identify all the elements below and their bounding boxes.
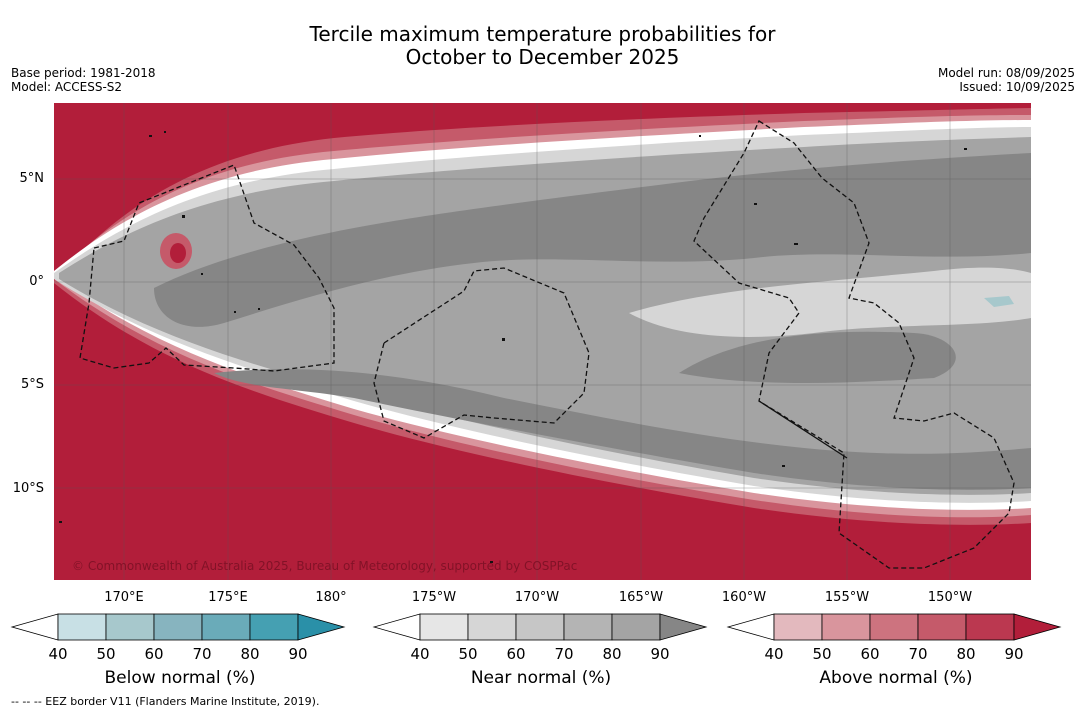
- colorbar-min-extension: [372, 613, 421, 641]
- colorbar-tick-label: 50: [458, 645, 477, 663]
- colorbar-segment: [773, 613, 823, 641]
- near-normal-region-90-north: [154, 153, 1031, 327]
- colorbar-tick-label: 50: [96, 645, 115, 663]
- colorbar-max-extension: [1013, 613, 1062, 641]
- colorbar-tick-label: 70: [192, 645, 211, 663]
- colorbar-tick-label: 40: [48, 645, 67, 663]
- base-period-text: Base period: 1981-2018: [11, 66, 156, 80]
- lon-label-165w: 165°W: [618, 590, 664, 605]
- colorbar-tick-label: 90: [1004, 645, 1023, 663]
- lat-label-0: 0°: [29, 274, 44, 289]
- chart-title-line2: October to December 2025: [405, 45, 680, 69]
- colorbar-tick-label: 40: [764, 645, 783, 663]
- colorbar-tick-label: 50: [812, 645, 831, 663]
- below-normal-patch: [984, 296, 1014, 307]
- island-markers: [59, 131, 967, 563]
- colorbar-tick-label: 60: [860, 645, 879, 663]
- near-normal-light-patch: [629, 267, 1031, 337]
- colorbar-max-extension: [297, 613, 346, 641]
- below-normal-title: Below normal (%): [104, 668, 256, 688]
- colorbar-segment: [57, 613, 107, 641]
- colorbar-tick-label: 70: [908, 645, 927, 663]
- colorbar-tick-label: 70: [554, 645, 573, 663]
- copyright-text: © Commonwealth of Australia 2025, Bureau…: [72, 559, 577, 573]
- colorbar-segment: [965, 613, 1015, 641]
- colorbar-segment: [105, 613, 155, 641]
- lat-label-10s: 10°S: [12, 481, 44, 496]
- lon-label-180: 180°: [315, 590, 347, 605]
- probability-map: © Commonwealth of Australia 2025, Bureau…: [54, 103, 1031, 580]
- colorbar-min-extension: [726, 613, 775, 641]
- lon-label-170e: 170°E: [104, 590, 144, 605]
- colorbar-tick-label: 80: [240, 645, 259, 663]
- colorbar-segment: [515, 613, 565, 641]
- lon-label-175w: 175°W: [411, 590, 457, 605]
- near-normal-title: Near normal (%): [470, 668, 612, 688]
- near-normal-colorbar: 40 50 60 70 80 90: [372, 613, 708, 663]
- above-normal-title: Above normal (%): [819, 668, 973, 688]
- eez-borders: [79, 120, 1015, 569]
- lat-label-5s: 5°S: [20, 377, 44, 392]
- chart-title-line1: Tercile maximum temperature probabilitie…: [309, 22, 776, 46]
- colorbar-tick-label: 90: [650, 645, 669, 663]
- map-grid: [54, 103, 1031, 580]
- model-run-text: Model run: 08/09/2025: [937, 66, 1075, 80]
- lon-label-175e: 175°E: [208, 590, 248, 605]
- lon-label-160w: 160°W: [721, 590, 767, 605]
- colorbar-segment: [611, 613, 661, 641]
- colorbar-tick-label: 60: [506, 645, 525, 663]
- model-text: Model: ACCESS-S2: [11, 80, 123, 94]
- colorbar-segment: [153, 613, 203, 641]
- colorbar-tick-label: 80: [602, 645, 621, 663]
- lon-label-150w: 150°W: [927, 590, 973, 605]
- below-normal-colorbar: 40 50 60 70 80 90: [10, 613, 346, 663]
- colorbar-segment: [419, 613, 469, 641]
- lon-label-170w: 170°W: [514, 590, 560, 605]
- colorbar-segment: [467, 613, 517, 641]
- colorbar-tick-label: 60: [144, 645, 163, 663]
- colorbar-min-extension: [10, 613, 59, 641]
- colorbar-segment: [917, 613, 967, 641]
- issued-text: Issued: 10/09/2025: [959, 80, 1075, 94]
- near-normal-patch-east: [679, 331, 956, 383]
- lat-label-5n: 5°N: [19, 171, 45, 186]
- above-normal-colorbar: 40 50 60 70 80 90: [726, 613, 1062, 663]
- colorbar-segment: [563, 613, 613, 641]
- colorbar-max-extension: [659, 613, 708, 641]
- colorbar-segment: [821, 613, 871, 641]
- colorbar-segment: [869, 613, 919, 641]
- eez-footnote: -- -- -- EEZ border V11 (Flanders Marine…: [11, 695, 320, 708]
- near-normal-region-90-south: [214, 369, 1031, 490]
- colorbar-tick-label: 80: [956, 645, 975, 663]
- colorbar-tick-label: 40: [410, 645, 429, 663]
- above-normal-hotspot-core: [170, 243, 186, 263]
- colorbar-segment: [249, 613, 299, 641]
- lon-label-155w: 155°W: [824, 590, 870, 605]
- colorbar-tick-label: 90: [288, 645, 307, 663]
- colorbar-segment: [201, 613, 251, 641]
